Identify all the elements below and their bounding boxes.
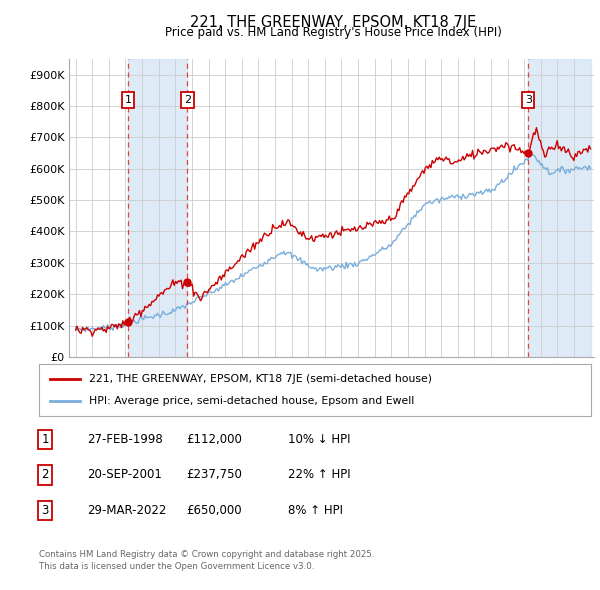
Text: 29-MAR-2022: 29-MAR-2022: [87, 504, 166, 517]
Text: 1: 1: [124, 95, 131, 105]
Text: £237,750: £237,750: [186, 468, 242, 481]
Text: 20-SEP-2001: 20-SEP-2001: [87, 468, 162, 481]
Text: Contains HM Land Registry data © Crown copyright and database right 2025.: Contains HM Land Registry data © Crown c…: [39, 550, 374, 559]
Text: 10% ↓ HPI: 10% ↓ HPI: [288, 433, 350, 446]
Text: 2: 2: [41, 468, 49, 481]
Text: This data is licensed under the Open Government Licence v3.0.: This data is licensed under the Open Gov…: [39, 562, 314, 571]
Text: Price paid vs. HM Land Registry's House Price Index (HPI): Price paid vs. HM Land Registry's House …: [164, 26, 502, 39]
Text: 221, THE GREENWAY, EPSOM, KT18 7JE (semi-detached house): 221, THE GREENWAY, EPSOM, KT18 7JE (semi…: [89, 373, 431, 384]
Text: £650,000: £650,000: [186, 504, 242, 517]
Text: 221, THE GREENWAY, EPSOM, KT18 7JE: 221, THE GREENWAY, EPSOM, KT18 7JE: [190, 15, 476, 30]
Text: HPI: Average price, semi-detached house, Epsom and Ewell: HPI: Average price, semi-detached house,…: [89, 396, 414, 407]
Text: 2: 2: [184, 95, 191, 105]
Bar: [128, 59, 187, 357]
Text: 22% ↑ HPI: 22% ↑ HPI: [288, 468, 350, 481]
Text: 3: 3: [525, 95, 532, 105]
Bar: [528, 59, 590, 357]
Text: £112,000: £112,000: [186, 433, 242, 446]
Text: 3: 3: [41, 504, 49, 517]
Text: 8% ↑ HPI: 8% ↑ HPI: [288, 504, 343, 517]
Text: 27-FEB-1998: 27-FEB-1998: [87, 433, 163, 446]
Text: 1: 1: [41, 433, 49, 446]
